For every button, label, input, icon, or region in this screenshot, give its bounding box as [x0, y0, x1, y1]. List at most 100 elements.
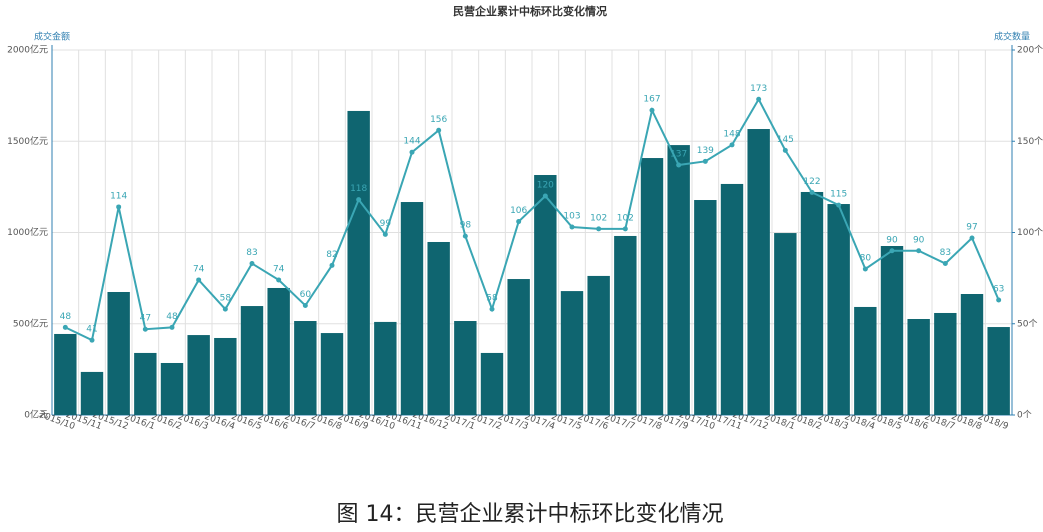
data-label: 48	[166, 312, 178, 322]
line-point	[329, 262, 335, 268]
line-point	[356, 197, 362, 203]
line-point	[756, 96, 762, 102]
data-label: 63	[993, 285, 1004, 295]
bar	[240, 306, 264, 415]
bar	[934, 312, 957, 415]
bar	[640, 158, 664, 416]
data-label: 148	[723, 129, 740, 139]
bar	[987, 327, 1010, 415]
line-point	[249, 261, 255, 267]
line-point	[916, 248, 922, 254]
bar	[267, 287, 290, 415]
y2-tick-label: 200个	[1017, 45, 1043, 56]
line-point	[196, 277, 202, 283]
line-point	[542, 193, 548, 199]
line-point	[836, 202, 842, 208]
data-label: 83	[940, 248, 951, 258]
data-label: 90	[913, 235, 925, 245]
bar	[720, 183, 744, 415]
line-point	[622, 226, 628, 232]
data-label: 173	[750, 84, 767, 94]
data-label: 122	[803, 177, 820, 187]
y-tick-label: 500亿元	[13, 317, 48, 329]
data-label: 137	[670, 149, 687, 159]
data-label: 58	[486, 294, 498, 304]
line-point	[969, 235, 975, 241]
bar	[694, 200, 717, 415]
caption: 图 14：民营企业累计中标环比变化情况	[337, 502, 724, 527]
data-label: 47	[140, 314, 151, 324]
bar	[907, 319, 930, 415]
line-point	[569, 224, 575, 230]
data-label: 144	[403, 137, 420, 147]
bar	[960, 294, 984, 415]
line-point	[142, 326, 148, 332]
y-tick-label: 1500亿元	[7, 135, 48, 147]
bar	[480, 352, 504, 415]
data-label: 97	[966, 222, 977, 232]
data-label: 82	[326, 250, 337, 260]
bar	[747, 129, 770, 415]
line-point	[596, 226, 602, 232]
line-point	[889, 248, 895, 254]
bar	[880, 246, 904, 415]
bar	[774, 233, 797, 415]
data-label: 74	[193, 264, 205, 274]
data-label: 102	[617, 213, 634, 223]
data-label: 106	[510, 206, 527, 216]
bar	[134, 352, 157, 415]
line-point	[62, 324, 68, 330]
y2-tick-label: 0个	[1017, 410, 1032, 421]
data-label: 120	[537, 181, 554, 191]
data-label: 139	[697, 146, 714, 156]
data-label: 102	[590, 213, 607, 223]
data-label: 145	[777, 135, 794, 145]
line-point	[169, 324, 175, 330]
line-point	[222, 306, 228, 312]
data-label: 83	[246, 248, 257, 258]
bar	[294, 321, 317, 415]
bar	[107, 291, 130, 415]
data-label: 114	[110, 191, 127, 201]
line-point	[649, 107, 655, 113]
line-point	[676, 162, 682, 168]
line-point	[89, 337, 95, 343]
bar	[80, 371, 104, 415]
y-tick-label: 2000亿元	[7, 44, 48, 56]
bar	[507, 279, 530, 415]
data-label: 156	[430, 115, 447, 125]
y-tick-label: 0亿元	[24, 409, 48, 421]
line-point	[729, 142, 735, 148]
bar	[587, 275, 610, 415]
y2-tick-label: 100个	[1017, 227, 1043, 238]
chart-title: 民营企业累计中标环比变化情况	[453, 4, 607, 18]
data-label: 118	[350, 184, 367, 194]
line-point	[302, 303, 308, 308]
line-point	[862, 266, 868, 272]
line-point	[436, 127, 442, 133]
data-label: 90	[886, 235, 898, 245]
bar	[400, 202, 424, 415]
bar	[347, 110, 370, 415]
data-label: 80	[860, 254, 872, 264]
bar	[614, 235, 637, 415]
line-point	[489, 306, 495, 312]
line-point	[116, 204, 122, 210]
data-label: 98	[460, 221, 472, 231]
bar	[534, 175, 557, 415]
data-label: 99	[380, 219, 392, 229]
line-point	[782, 147, 788, 153]
data-label: 167	[643, 95, 660, 105]
bar	[187, 335, 210, 415]
line-point	[276, 277, 282, 283]
data-label: 41	[86, 325, 97, 335]
bar	[667, 145, 690, 415]
bar	[454, 321, 477, 415]
data-label: 58	[220, 294, 232, 304]
bar	[560, 291, 584, 415]
data-label: 60	[300, 290, 312, 300]
bar	[160, 362, 184, 415]
bar	[214, 337, 237, 415]
data-label: 48	[60, 312, 72, 322]
